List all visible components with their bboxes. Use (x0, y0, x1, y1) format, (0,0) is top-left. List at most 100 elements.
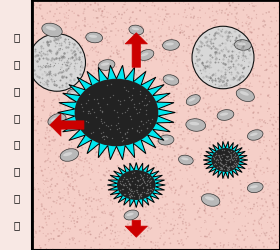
Point (209, 41, 214, 45)
Point (150, 35, 155, 39)
Point (109, 224, 114, 228)
Point (239, 194, 243, 198)
Point (126, 106, 130, 110)
Point (158, 128, 162, 132)
Point (66, 99, 71, 103)
Point (49, 119, 54, 123)
Point (162, 215, 166, 219)
Ellipse shape (186, 119, 206, 131)
Point (69, 61, 73, 65)
Point (221, 46, 225, 50)
Point (170, 81, 175, 85)
Point (213, 18, 217, 22)
Point (171, 208, 176, 212)
Point (220, 95, 225, 99)
Point (242, 238, 246, 242)
Point (41, 82, 46, 86)
Point (119, 65, 124, 69)
Point (219, 161, 224, 165)
Point (249, 18, 254, 22)
Point (68, 152, 72, 156)
Point (106, 196, 110, 200)
Point (59, 70, 63, 74)
Point (113, 225, 117, 229)
Point (99, 135, 104, 139)
Point (134, 190, 139, 194)
Point (191, 137, 196, 141)
Point (43, 148, 47, 152)
Point (145, 182, 150, 186)
Point (132, 175, 137, 179)
Point (199, 47, 204, 51)
Point (48, 196, 53, 200)
Point (55, 182, 59, 186)
Point (75, 214, 80, 218)
Point (175, 111, 179, 115)
Point (155, 190, 159, 194)
Point (268, 194, 272, 198)
Point (109, 113, 113, 117)
Point (212, 37, 216, 41)
Point (217, 172, 221, 176)
Point (251, 72, 255, 76)
Point (162, 211, 166, 215)
Point (67, 70, 72, 74)
Point (224, 132, 228, 136)
Point (65, 50, 69, 54)
Point (123, 194, 128, 198)
Point (50, 79, 54, 83)
Point (71, 168, 76, 172)
Point (230, 186, 235, 190)
Point (141, 175, 146, 179)
Point (48, 51, 52, 55)
Point (141, 56, 145, 60)
Point (208, 109, 213, 113)
Point (100, 10, 104, 14)
Point (165, 221, 170, 225)
Point (237, 73, 242, 77)
Point (148, 180, 152, 184)
Point (137, 183, 141, 187)
Point (134, 107, 138, 111)
Point (221, 82, 226, 86)
Point (222, 194, 226, 198)
Point (210, 40, 214, 44)
Point (53, 51, 58, 55)
Point (176, 152, 181, 156)
Point (101, 151, 106, 155)
Point (92, 47, 96, 51)
Point (169, 170, 174, 173)
Point (233, 157, 238, 161)
Point (194, 138, 198, 142)
Point (188, 124, 192, 128)
Point (94, 26, 98, 30)
Point (198, 68, 203, 72)
Point (148, 28, 152, 32)
Point (193, 61, 197, 65)
Point (153, 146, 157, 150)
Point (200, 31, 205, 35)
Point (89, 81, 94, 85)
Point (117, 125, 122, 129)
Point (271, 172, 275, 175)
Point (162, 18, 167, 22)
Point (231, 165, 235, 169)
Point (178, 144, 183, 148)
Point (144, 69, 148, 73)
Point (134, 128, 139, 132)
Point (237, 47, 242, 51)
Point (164, 52, 169, 56)
Point (63, 62, 67, 66)
Point (142, 213, 147, 217)
Point (138, 181, 142, 185)
Point (75, 60, 79, 64)
Point (100, 39, 104, 43)
Point (39, 60, 43, 64)
Point (71, 216, 75, 220)
Point (176, 226, 180, 230)
Point (129, 229, 134, 233)
Point (116, 55, 121, 59)
Point (182, 10, 187, 14)
Point (207, 192, 211, 196)
Point (226, 35, 230, 39)
